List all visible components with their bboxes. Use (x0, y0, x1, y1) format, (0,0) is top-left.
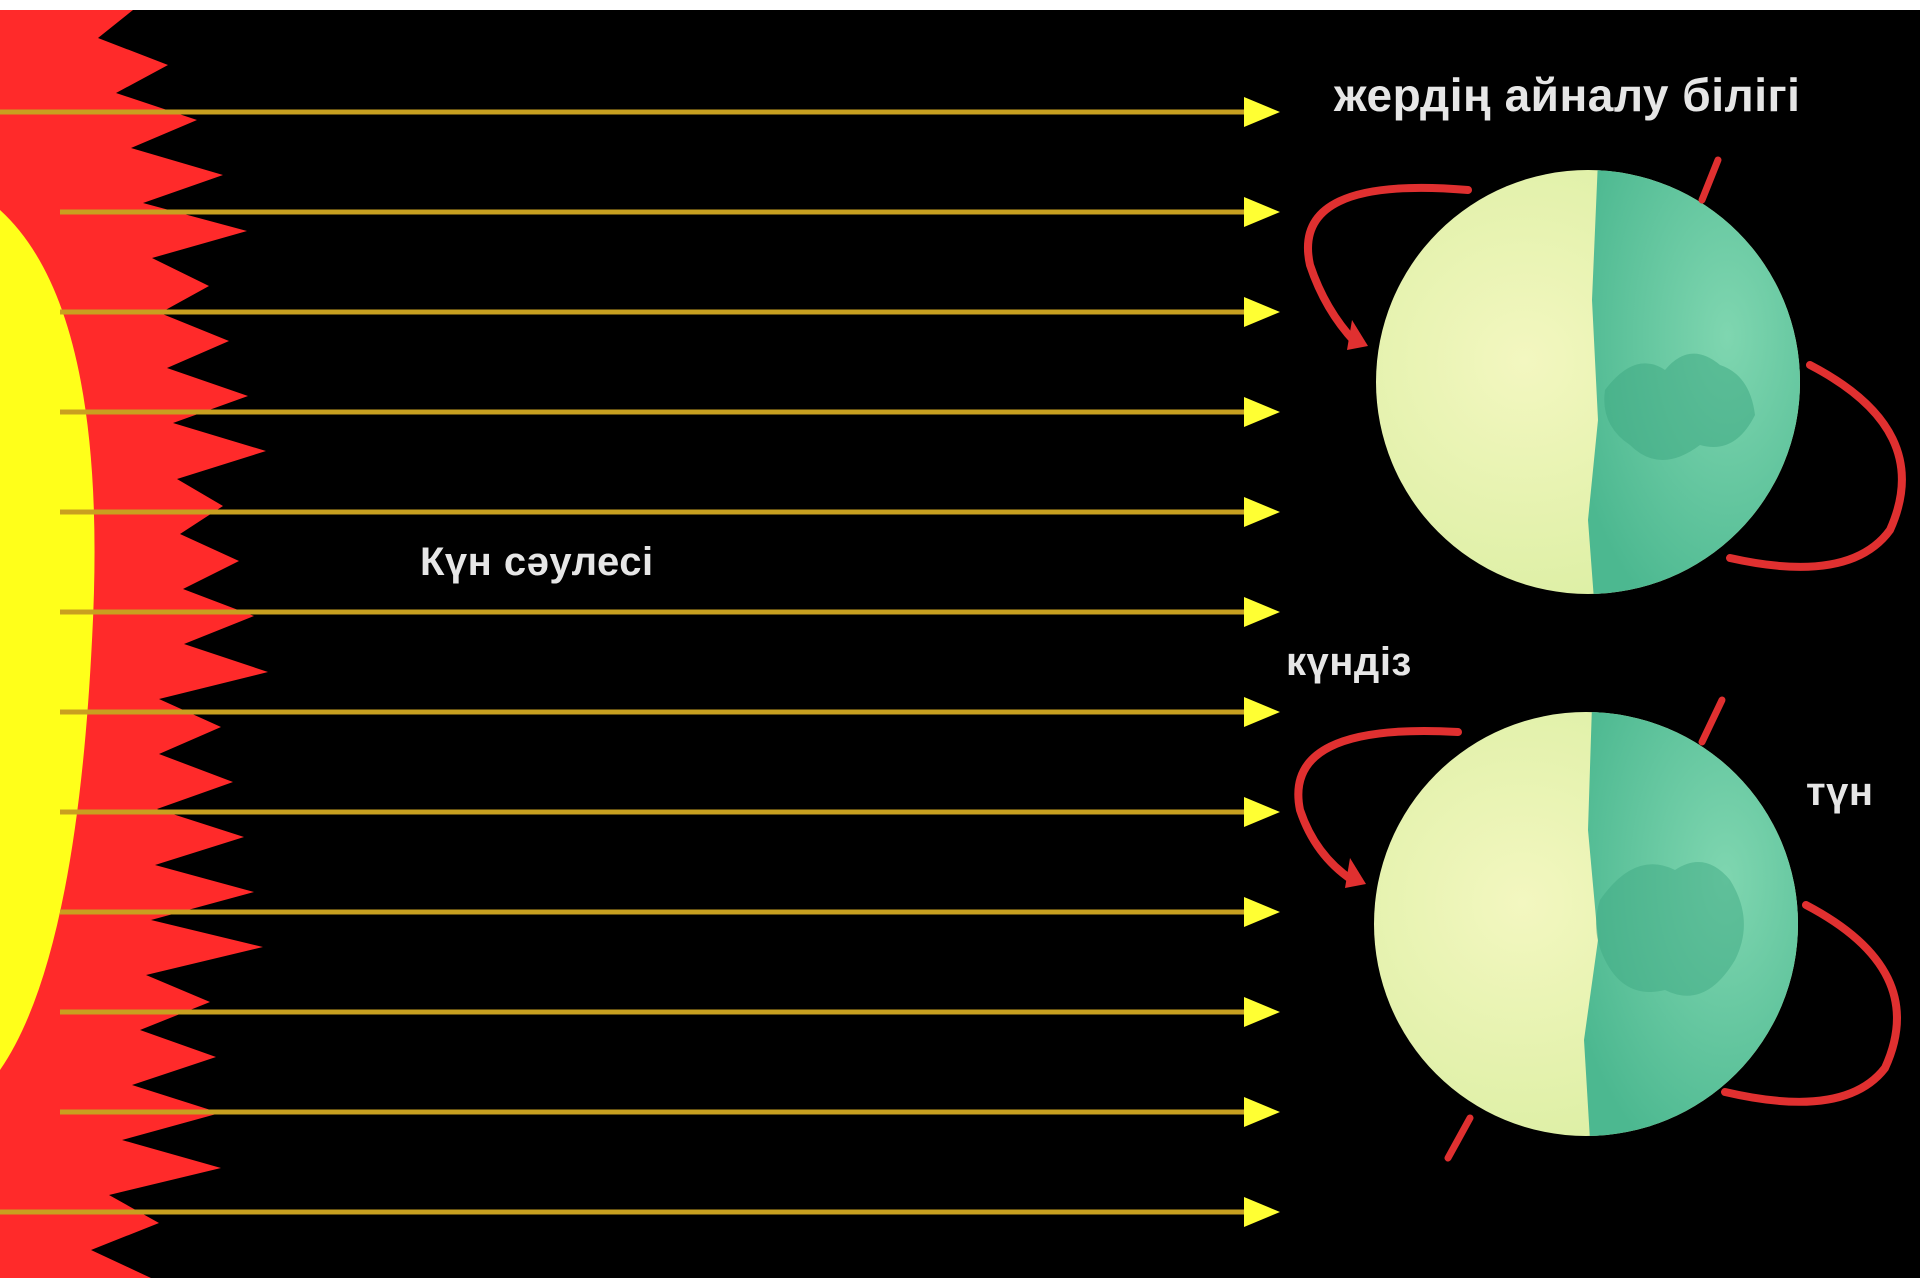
night-label: түн (1806, 772, 1874, 812)
rotation-axis-label: жердің айналу білігі (1334, 72, 1800, 118)
earth-bottom-continent (1596, 862, 1744, 996)
day-label: күндіз (1286, 642, 1412, 682)
sun-rays-label: Күн сәулесі (420, 542, 654, 582)
